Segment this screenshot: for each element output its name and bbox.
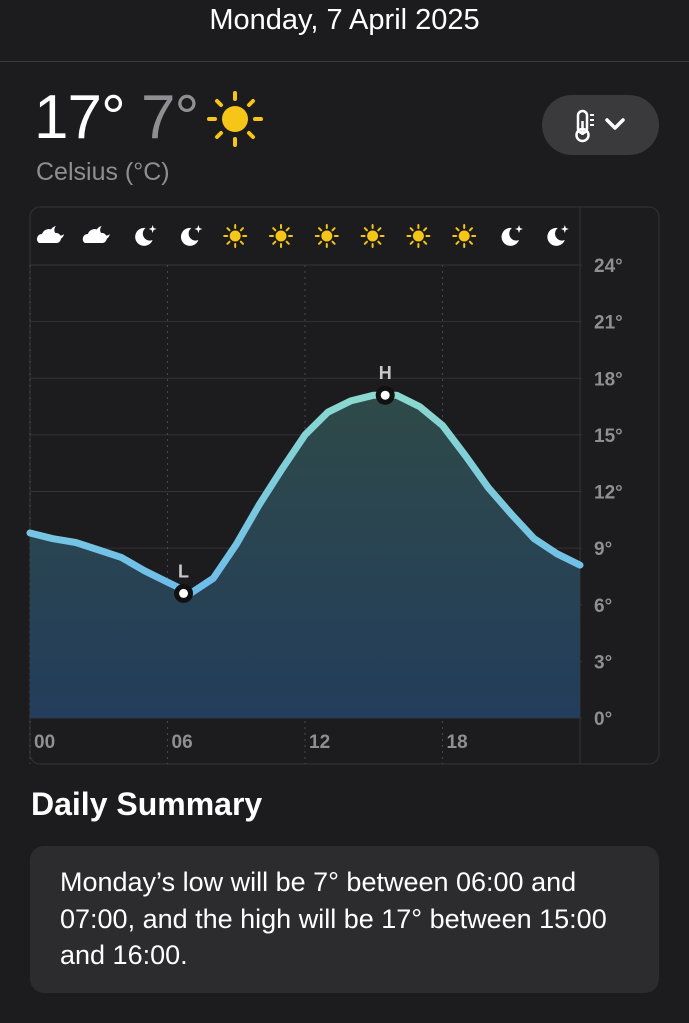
weather-icon — [547, 225, 569, 246]
sun-core — [458, 230, 470, 242]
sun-ray — [455, 240, 460, 245]
sun-ray — [318, 227, 323, 232]
weather-icon — [452, 224, 477, 248]
extreme-label: L — [178, 561, 189, 581]
cloud — [82, 229, 107, 243]
extreme-label: H — [379, 363, 392, 383]
sun-ray — [468, 227, 473, 232]
sun-ray — [272, 227, 277, 232]
sun-ray — [331, 240, 336, 245]
sun-ray — [423, 227, 428, 232]
sun-ray — [226, 240, 231, 245]
extreme-marker — [174, 583, 194, 603]
sun-ray — [468, 240, 473, 245]
temperatures: 17° 7° — [34, 82, 199, 153]
dropdown-icons — [575, 109, 625, 143]
sun-ray — [239, 227, 244, 232]
summary-box: Monday’s low will be 7° between 06:00 an… — [30, 846, 659, 993]
weather-icon — [360, 224, 385, 248]
sun-ray — [363, 227, 368, 232]
sun-ray — [285, 240, 290, 245]
sun-ray — [331, 227, 336, 232]
temperature-chart: 0° 3° 6° 9° 12° 15° 18° 21° 24° 00 06 12 18 L H — [26, 206, 660, 765]
sun-ray — [423, 240, 428, 245]
sun-core — [229, 230, 241, 242]
sun-core — [321, 230, 333, 242]
sun-ray — [409, 240, 414, 245]
extreme-marker — [375, 385, 395, 405]
y-tick-label: 0° — [594, 709, 612, 730]
high-temp: 17° — [34, 83, 126, 152]
star — [560, 225, 569, 233]
weather-icon — [501, 225, 523, 246]
weather-icon — [180, 225, 203, 246]
x-tick-label: 06 — [172, 732, 193, 753]
sun-ray — [318, 240, 323, 245]
weather-icon — [223, 224, 248, 248]
weather-icon — [37, 226, 64, 243]
cloud — [37, 229, 62, 243]
unit-label: Celsius (°C) — [36, 158, 170, 186]
weather-icon — [269, 224, 293, 248]
weather-icon — [82, 226, 110, 243]
star — [515, 225, 523, 233]
sun-icon — [207, 91, 263, 147]
star — [148, 225, 157, 233]
weather-icon — [314, 224, 339, 248]
date-header: Monday, 7 April 2025 — [209, 4, 480, 36]
sun-core — [412, 230, 424, 242]
sun-ray — [272, 240, 277, 245]
summary-title: Daily Summary — [31, 786, 263, 822]
sun-ray — [409, 227, 414, 232]
weather-icon — [135, 225, 157, 246]
moon — [547, 227, 565, 246]
sun-ray — [377, 227, 382, 232]
weather-icon — [406, 224, 431, 248]
sun-core — [367, 230, 379, 242]
moon — [180, 227, 199, 246]
y-tick-label: 21° — [594, 313, 623, 334]
sun-ray — [239, 240, 244, 245]
sun-core — [275, 230, 287, 242]
y-tick-label: 3° — [594, 652, 612, 673]
x-tick-label: 00 — [34, 732, 55, 753]
y-tick-label: 24° — [594, 256, 623, 277]
star — [194, 225, 203, 233]
sun-ray — [455, 227, 460, 232]
summary-text: Monday’s low will be 7° between 06:00 an… — [60, 867, 607, 970]
sun-ray — [377, 240, 382, 245]
x-tick-label: 12 — [309, 732, 330, 753]
low-temp: 7° — [141, 83, 199, 152]
metric-dropdown[interactable] — [542, 95, 659, 155]
area — [30, 395, 580, 718]
moon — [135, 227, 153, 246]
y-tick-label: 15° — [594, 426, 623, 447]
sun-ray — [363, 240, 368, 245]
y-tick-label: 6° — [594, 596, 612, 617]
sun-ray — [226, 227, 231, 232]
x-tick-label: 18 — [447, 732, 468, 753]
moon — [501, 227, 519, 246]
y-tick-label: 18° — [594, 369, 623, 390]
divider — [0, 61, 689, 62]
y-tick-label: 9° — [594, 539, 612, 560]
chart-frame — [29, 206, 660, 765]
y-tick-label: 12° — [594, 483, 623, 504]
sun-ray — [285, 227, 290, 232]
line — [26, 391, 584, 597]
